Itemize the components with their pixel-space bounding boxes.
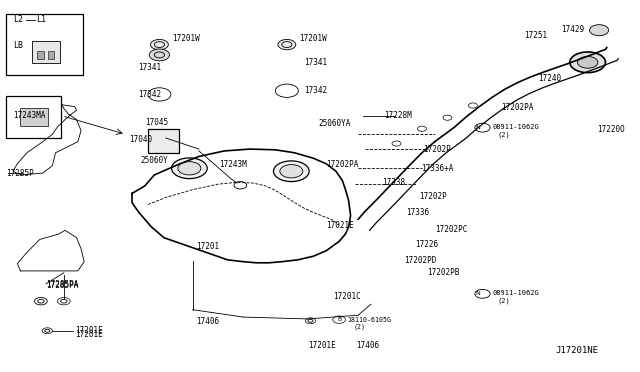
Circle shape — [570, 52, 605, 73]
Text: 17201W: 17201W — [172, 34, 200, 43]
Circle shape — [577, 57, 598, 68]
Text: 17202PA: 17202PA — [326, 160, 359, 169]
Circle shape — [589, 25, 609, 36]
Text: 17429: 17429 — [561, 25, 584, 33]
Circle shape — [275, 84, 298, 97]
Bar — [6, 14, 83, 75]
Text: 17220O: 17220O — [597, 125, 625, 134]
Text: 17201E: 17201E — [75, 326, 102, 335]
Text: 17338: 17338 — [383, 178, 406, 187]
Text: 17285PA: 17285PA — [46, 281, 78, 290]
Text: L2: L2 — [13, 15, 23, 24]
Text: 17243MA: 17243MA — [13, 110, 45, 120]
Text: 17202PA: 17202PA — [502, 103, 534, 112]
Circle shape — [58, 298, 70, 305]
Circle shape — [417, 126, 426, 131]
Bar — [47, 51, 54, 59]
Circle shape — [392, 141, 401, 146]
Text: (2): (2) — [497, 131, 510, 138]
Text: 17406: 17406 — [356, 341, 379, 350]
Circle shape — [148, 88, 171, 101]
Bar — [20, 108, 47, 126]
Bar — [37, 51, 44, 59]
Text: 17285PA: 17285PA — [46, 280, 78, 289]
Text: 17201: 17201 — [196, 243, 219, 251]
Text: 17243M: 17243M — [220, 160, 247, 169]
Circle shape — [280, 164, 303, 178]
Text: N: N — [476, 291, 481, 296]
Bar — [32, 41, 60, 63]
Text: N: N — [476, 125, 481, 130]
Circle shape — [468, 103, 477, 108]
Text: 17342: 17342 — [138, 90, 161, 99]
Text: 17202PB: 17202PB — [427, 268, 460, 277]
Text: 17202PD: 17202PD — [404, 256, 436, 265]
Bar — [6, 96, 61, 138]
Circle shape — [475, 289, 490, 298]
Text: LB: LB — [13, 41, 23, 50]
Text: 25060YA: 25060YA — [319, 119, 351, 128]
Circle shape — [305, 318, 316, 324]
Circle shape — [149, 49, 170, 61]
Text: 18110-6105G: 18110-6105G — [348, 317, 392, 323]
Circle shape — [443, 115, 452, 120]
Circle shape — [172, 158, 207, 179]
Text: 17406: 17406 — [196, 317, 219, 326]
Circle shape — [278, 39, 296, 50]
Text: 08911-1062G: 08911-1062G — [492, 124, 539, 130]
Text: J17201NE: J17201NE — [556, 346, 599, 355]
Text: B: B — [337, 317, 341, 322]
Text: 17336: 17336 — [406, 208, 429, 217]
Text: 25060Y: 25060Y — [140, 156, 168, 166]
Text: 17040: 17040 — [129, 135, 152, 144]
Text: L1: L1 — [36, 15, 47, 24]
Text: 17336+A: 17336+A — [420, 164, 453, 173]
Circle shape — [42, 328, 52, 334]
Circle shape — [178, 161, 201, 175]
Text: 17045: 17045 — [145, 118, 168, 127]
Text: 17226: 17226 — [415, 240, 438, 249]
Text: 17021E: 17021E — [326, 221, 354, 230]
Text: (2): (2) — [354, 323, 366, 330]
Text: 17342: 17342 — [304, 86, 327, 95]
Text: 17240: 17240 — [538, 74, 561, 83]
Text: 17201E: 17201E — [75, 330, 102, 339]
Circle shape — [475, 123, 490, 132]
Text: (2): (2) — [497, 297, 510, 304]
Text: 08911-1062G: 08911-1062G — [492, 290, 539, 296]
Text: 17285P: 17285P — [6, 169, 34, 177]
Text: 17201C: 17201C — [333, 292, 360, 301]
Text: 17201E: 17201E — [308, 341, 336, 350]
Circle shape — [273, 161, 309, 182]
Text: 17202P: 17202P — [423, 145, 451, 154]
Text: 17202PC: 17202PC — [435, 225, 467, 234]
Text: 17341: 17341 — [304, 58, 327, 67]
Text: 17341: 17341 — [138, 63, 161, 72]
Text: 17202P: 17202P — [419, 192, 447, 201]
Bar — [148, 129, 179, 153]
Circle shape — [150, 39, 168, 50]
Circle shape — [333, 316, 346, 323]
Text: 17251: 17251 — [524, 31, 547, 40]
Text: 17228M: 17228M — [384, 110, 412, 120]
Circle shape — [35, 298, 47, 305]
Text: 17201W: 17201W — [300, 34, 327, 43]
